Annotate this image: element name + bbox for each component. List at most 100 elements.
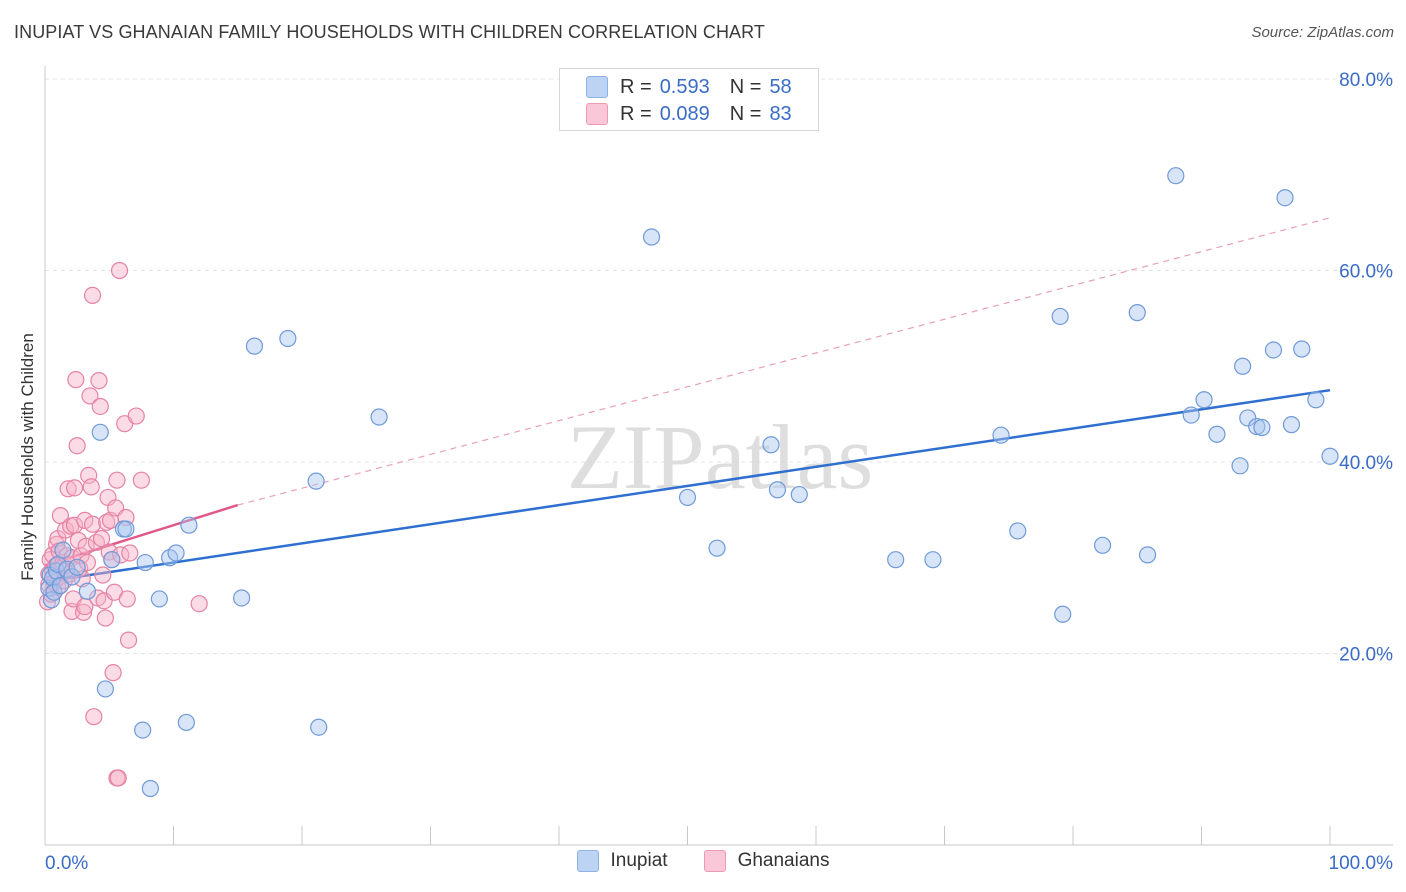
point-inupiat-45: [1128, 304, 1146, 322]
point-ghanaians-72: [132, 471, 150, 489]
y-tick-label-1: 40.0%: [1339, 453, 1393, 474]
point-ghanaians-26: [65, 479, 84, 497]
point-ghanaians-71: [127, 407, 145, 425]
legend-row-inupiat: R = 0.593 N = 58: [586, 74, 792, 100]
point-inupiat-51: [1231, 457, 1249, 475]
y-tick-label-0: 20.0%: [1339, 645, 1393, 666]
legend-r-label: R =: [620, 75, 652, 98]
x-tick-label-end: 100.0%: [1329, 853, 1394, 874]
point-ghanaians-49: [92, 529, 111, 548]
point-inupiat-47: [1167, 167, 1185, 185]
point-inupiat-30: [310, 718, 328, 736]
point-inupiat-14: [96, 680, 114, 698]
point-ghanaians-42: [83, 515, 102, 533]
point-ghanaians-61: [108, 471, 126, 489]
point-inupiat-48: [1182, 406, 1200, 424]
point-inupiat-46: [1138, 546, 1157, 564]
point-inupiat-49: [1195, 391, 1213, 409]
point-inupiat-34: [708, 539, 726, 557]
data-points: [38, 167, 1339, 798]
point-ghanaians-47: [90, 372, 108, 390]
series-legend: Inupiat Ghanaians: [0, 850, 1406, 872]
point-ghanaians-41: [82, 478, 100, 496]
point-inupiat-13: [91, 423, 109, 441]
trend-extension-ghanaians: [237, 217, 1331, 506]
point-inupiat-11: [68, 558, 86, 576]
point-inupiat-44: [1093, 536, 1112, 554]
point-inupiat-37: [790, 485, 808, 504]
point-ghanaians-38: [78, 553, 97, 572]
point-inupiat-57: [1276, 189, 1294, 207]
point-ghanaians-52: [96, 609, 114, 627]
point-inupiat-42: [1051, 307, 1069, 326]
point-inupiat-25: [180, 516, 198, 534]
series-legend-ghanaians[interactable]: Ghanaians: [703, 850, 830, 872]
point-inupiat-32: [642, 228, 661, 246]
point-inupiat-38: [887, 551, 905, 569]
source-label: Source: ZipAtlas.com: [1251, 24, 1394, 41]
point-inupiat-55: [1253, 418, 1271, 437]
point-inupiat-52: [1234, 357, 1252, 375]
trend-line-inupiat: [44, 388, 1331, 583]
point-inupiat-20: [141, 779, 159, 798]
point-inupiat-18: [134, 721, 152, 739]
point-ghanaians-58: [104, 664, 122, 682]
chart-title: INUPIAT VS GHANAIAN FAMILY HOUSEHOLDS WI…: [14, 22, 766, 42]
point-inupiat-56: [1264, 341, 1283, 359]
grid-lines: [45, 78, 1393, 654]
point-inupiat-31: [370, 408, 388, 426]
point-ghanaians-29: [68, 437, 86, 455]
point-inupiat-53: [1239, 409, 1257, 427]
point-inupiat-59: [1293, 340, 1311, 358]
point-inupiat-40: [992, 426, 1010, 444]
legend-row-ghanaians: R = 0.089 N = 83: [586, 101, 792, 127]
point-ghanaians-48: [91, 397, 109, 416]
point-inupiat-19: [136, 553, 154, 572]
trend-line-ghanaians: [44, 503, 239, 567]
point-ghanaians-70: [121, 544, 139, 562]
series-legend-inupiat[interactable]: Inupiat: [576, 850, 668, 872]
point-ghanaians-20: [59, 480, 77, 498]
point-inupiat-15: [103, 551, 121, 569]
point-inupiat-39: [924, 551, 942, 569]
point-ghanaians-44: [85, 708, 103, 726]
point-ghanaians-73: [190, 595, 208, 613]
point-inupiat-27: [245, 337, 264, 355]
point-ghanaians-43: [83, 286, 102, 304]
point-ghanaians-36: [76, 511, 94, 530]
point-inupiat-28: [279, 329, 297, 348]
point-inupiat-26: [233, 589, 251, 607]
legend-n-label: N =: [729, 102, 762, 125]
point-ghanaians-34: [74, 603, 93, 621]
watermark: ZIPatlas: [567, 406, 874, 508]
point-inupiat-17: [117, 520, 135, 538]
point-ghanaians-69: [119, 631, 138, 649]
point-inupiat-54: [1248, 417, 1266, 436]
point-inupiat-23: [167, 544, 185, 562]
series-label-inupiat: Inupiat: [610, 850, 668, 871]
point-inupiat-60: [1307, 391, 1325, 409]
y-tick-label-2: 60.0%: [1339, 262, 1393, 283]
legend-n-value: 58: [769, 75, 792, 98]
point-inupiat-8: [54, 541, 72, 559]
point-inupiat-24: [177, 713, 195, 732]
legend-swatch-ghanaians: [586, 103, 608, 125]
y-axis-label: Family Households with Children: [18, 333, 37, 581]
point-inupiat-50: [1208, 425, 1226, 443]
legend-swatch-inupiat: [586, 76, 608, 98]
stats-legend: R = 0.593 N = 58 R = 0.089 N = 83: [559, 68, 819, 131]
point-inupiat-10: [63, 568, 81, 586]
y-tick-label-3: 80.0%: [1339, 70, 1393, 91]
point-inupiat-41: [1009, 522, 1027, 540]
point-inupiat-4: [45, 583, 63, 601]
point-inupiat-12: [78, 582, 97, 600]
point-ghanaians-28: [67, 371, 85, 389]
point-inupiat-43: [1054, 605, 1072, 623]
point-ghanaians-50: [94, 566, 112, 584]
point-ghanaians-40: [81, 387, 99, 405]
point-inupiat-33: [678, 488, 697, 507]
point-inupiat-21: [150, 590, 168, 608]
series-label-ghanaians: Ghanaians: [737, 850, 830, 871]
point-ghanaians-64: [110, 261, 129, 280]
